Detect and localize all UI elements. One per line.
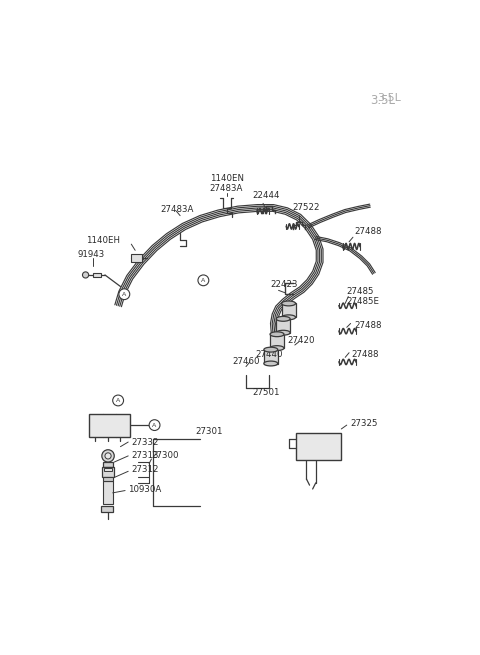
- Bar: [102, 466, 114, 477]
- Text: 3.5L: 3.5L: [377, 93, 401, 103]
- Ellipse shape: [270, 346, 284, 350]
- Text: 22444: 22444: [252, 191, 280, 200]
- Ellipse shape: [282, 301, 296, 306]
- Text: A: A: [153, 422, 156, 428]
- Bar: [104, 468, 112, 472]
- Text: 27313: 27313: [132, 451, 159, 460]
- Bar: [132, 254, 142, 262]
- Bar: [296, 433, 341, 460]
- Circle shape: [105, 453, 111, 459]
- Bar: [101, 506, 113, 512]
- Circle shape: [83, 272, 89, 278]
- Text: 27522: 27522: [292, 204, 320, 212]
- Ellipse shape: [276, 316, 290, 321]
- Bar: [103, 481, 113, 504]
- Text: 27332: 27332: [132, 438, 159, 447]
- Text: 27301: 27301: [196, 427, 223, 436]
- Ellipse shape: [264, 347, 278, 352]
- Circle shape: [149, 420, 160, 430]
- Text: 27488: 27488: [351, 350, 379, 359]
- Text: A: A: [116, 398, 120, 403]
- Circle shape: [113, 395, 123, 406]
- Circle shape: [198, 275, 209, 286]
- Text: 27325: 27325: [350, 419, 378, 428]
- Text: A: A: [122, 291, 126, 297]
- Text: 91943: 91943: [77, 250, 104, 259]
- Text: 27440: 27440: [255, 350, 283, 359]
- Text: 27312: 27312: [132, 465, 159, 474]
- Ellipse shape: [264, 361, 278, 366]
- Text: 27485: 27485: [347, 288, 374, 297]
- Text: 1140EH: 1140EH: [86, 236, 120, 245]
- Bar: [270, 334, 284, 348]
- Text: 27420: 27420: [287, 336, 314, 345]
- Text: 27460: 27460: [232, 358, 260, 366]
- Bar: [103, 477, 113, 481]
- Ellipse shape: [282, 315, 296, 320]
- Text: 27483A: 27483A: [161, 205, 194, 214]
- Ellipse shape: [276, 330, 290, 335]
- Bar: [103, 462, 113, 466]
- Ellipse shape: [270, 332, 284, 337]
- Text: 27300: 27300: [152, 451, 179, 460]
- Text: 10930A: 10930A: [128, 485, 161, 493]
- Bar: [89, 413, 130, 437]
- Circle shape: [119, 289, 130, 299]
- Text: 27488: 27488: [355, 227, 382, 236]
- Bar: [264, 350, 278, 364]
- Bar: [93, 272, 101, 277]
- Circle shape: [102, 450, 114, 462]
- Bar: [282, 303, 296, 317]
- Text: 3.5L: 3.5L: [370, 94, 395, 107]
- Text: 27485E: 27485E: [347, 297, 380, 306]
- Text: 1140EN: 1140EN: [210, 174, 243, 183]
- Text: 27483A: 27483A: [210, 184, 243, 193]
- Text: 27488: 27488: [355, 320, 382, 329]
- Text: 22423: 22423: [271, 280, 298, 290]
- Text: A: A: [201, 278, 205, 283]
- Bar: [276, 319, 290, 333]
- Text: 27501: 27501: [252, 388, 280, 398]
